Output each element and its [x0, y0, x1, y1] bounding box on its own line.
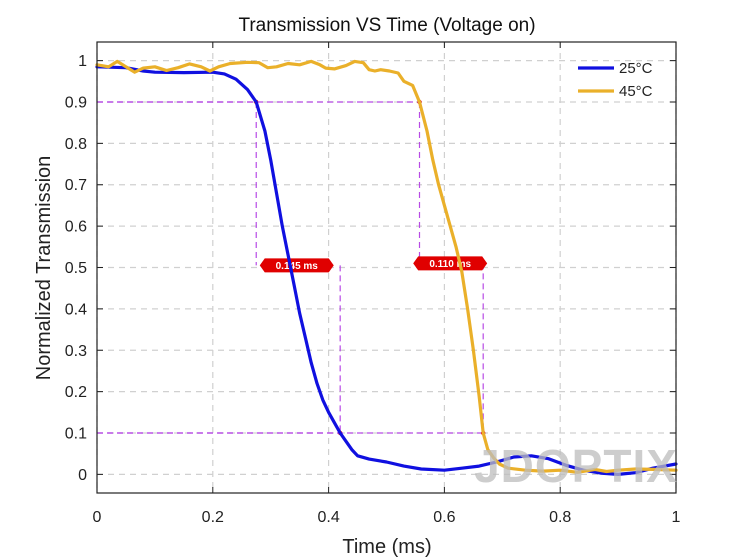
- x-tick-labels: 0 0.2 0.4 0.6 0.8 1: [93, 509, 681, 526]
- x-tick-label: 0.2: [202, 509, 224, 526]
- y-tick-label: 0: [78, 467, 87, 484]
- series-lines: [95, 59, 678, 476]
- y-tick-label: 0.8: [65, 136, 87, 153]
- watermark-logo: JDOPTIX: [474, 440, 678, 492]
- y-tick-label: 0.2: [65, 384, 87, 401]
- plot-frame: [96, 41, 677, 494]
- annotation-label: 0.145 ms: [276, 261, 319, 272]
- x-tick-label: 0.8: [549, 509, 571, 526]
- legend: 25°C 45°C: [578, 60, 653, 100]
- x-tick-label: 0.6: [433, 509, 455, 526]
- y-tick-label: 0.3: [65, 343, 87, 360]
- y-tick-label: 0.9: [65, 94, 87, 111]
- grid: [96, 42, 677, 493]
- annotations: 0.145 ms 0.110 ms: [97, 99, 488, 436]
- annotation-label: 0.110 ms: [429, 259, 471, 270]
- legend-label: 45°C: [619, 83, 653, 100]
- y-tick-label: 0.5: [65, 260, 87, 277]
- x-tick-label: 1: [672, 509, 681, 526]
- y-tick-label: 0.4: [65, 301, 87, 318]
- x-tick-label: 0: [93, 509, 102, 526]
- x-axis-title: Time (ms): [342, 536, 431, 558]
- y-tick-label: 0.6: [65, 219, 87, 236]
- y-tick-labels: 0 0.1 0.2 0.3 0.4 0.5 0.6 0.7 0.8 0.9 1: [65, 53, 87, 484]
- x-tick-label: 0.4: [317, 509, 339, 526]
- annotation-label-badge: [413, 256, 488, 271]
- annotation-label-badge: [259, 258, 334, 273]
- series-line-2: [95, 59, 678, 474]
- chart-title: Transmission VS Time (Voltage on): [238, 15, 535, 36]
- legend-label: 25°C: [619, 60, 653, 77]
- y-tick-label: 0.1: [65, 426, 87, 443]
- series-line-1: [95, 65, 678, 476]
- y-tick-label: 0.7: [65, 177, 87, 194]
- y-axis-title: Normalized Transmission: [33, 156, 55, 381]
- y-tick-label: 1: [78, 53, 87, 70]
